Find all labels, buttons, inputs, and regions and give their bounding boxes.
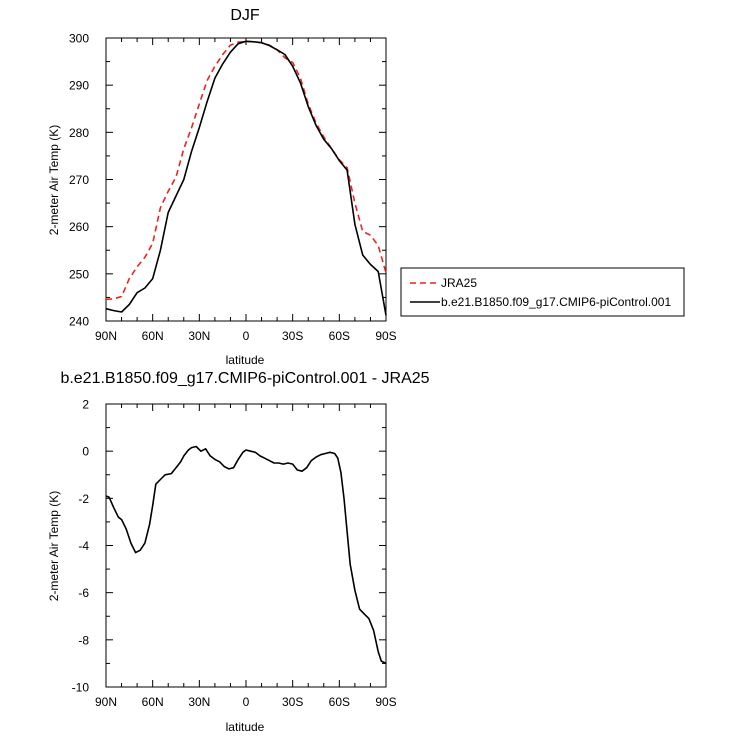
y-tick-label: -4: [78, 539, 89, 553]
x-tick-label: 90S: [375, 695, 396, 709]
y-tick-label: -10: [72, 681, 90, 695]
x-tick-label: 90S: [375, 329, 396, 343]
y-tick-label: 0: [82, 445, 89, 459]
x-tick-label: 30S: [282, 329, 303, 343]
y-tick-label: -2: [78, 492, 89, 506]
y-tick-label: 2: [82, 398, 89, 412]
x-tick-label: 30N: [188, 695, 210, 709]
legend-label-jra25: JRA25: [441, 276, 477, 290]
series-line-1: [105, 40, 387, 316]
x-tick-label: 60N: [142, 695, 164, 709]
y-tick-label: 260: [69, 220, 89, 234]
top-title: DJF: [230, 7, 260, 24]
x-tick-label: 60S: [329, 695, 350, 709]
bottom-xlabel: latitude: [226, 720, 265, 734]
y-tick-label: 280: [69, 126, 89, 140]
x-tick-label: 0: [243, 329, 250, 343]
y-tick-label: 240: [69, 315, 89, 329]
series-line-0: [105, 40, 387, 301]
x-tick-label: 30N: [188, 329, 210, 343]
y-tick-label: -8: [78, 633, 89, 647]
x-tick-label: 90N: [95, 695, 117, 709]
legend-box: [400, 267, 685, 317]
bottom-panel: b.e21.B1850.f09_g17.CMIP6-piControl.001 …: [47, 370, 430, 734]
x-tick-label: 60N: [142, 329, 164, 343]
y-tick-label: 290: [69, 79, 89, 93]
bottom-ylabel: 2-meter Air Temp (K): [47, 491, 61, 601]
y-tick-label: 300: [69, 32, 89, 46]
x-tick-label: 60S: [329, 329, 350, 343]
y-tick-label: 270: [69, 173, 89, 187]
bottom-title: b.e21.B1850.f09_g17.CMIP6-piControl.001 …: [60, 370, 429, 387]
top-plot-frame: [105, 37, 387, 322]
top-xlabel: latitude: [226, 353, 265, 367]
y-tick-label: 250: [69, 267, 89, 281]
top-panel: DJF 90N 60N 30N 0 30S 60S 90S 240 250 260 270 280 29…: [47, 7, 397, 367]
x-tick-label: 0: [243, 695, 250, 709]
legend-label-model: b.e21.B1850.f09_g17.CMIP6-piControl.001: [441, 295, 671, 309]
x-tick-label: 30S: [282, 695, 303, 709]
bottom-plot-frame: [105, 403, 387, 688]
y-tick-label: -6: [78, 586, 89, 600]
x-tick-label: 90N: [95, 329, 117, 343]
series-line-0: [105, 445, 387, 665]
legend: JRA25 b.e21.B1850.f09_g17.CMIP6-piContro…: [400, 267, 685, 317]
top-ylabel: 2-meter Air Temp (K): [47, 125, 61, 235]
